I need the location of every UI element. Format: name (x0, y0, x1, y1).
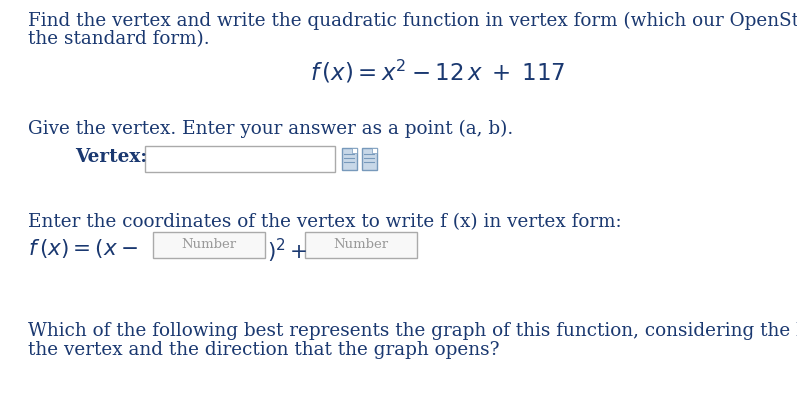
FancyBboxPatch shape (372, 148, 377, 153)
Text: Number: Number (182, 239, 237, 251)
Text: the vertex and the direction that the graph opens?: the vertex and the direction that the gr… (28, 341, 500, 359)
Text: Which of the following best represents the graph of this function, considering t: Which of the following best represents t… (28, 322, 797, 340)
FancyBboxPatch shape (305, 232, 417, 258)
Text: $f\,(x) = x^{2} - 12\,x\;+\;117$: $f\,(x) = x^{2} - 12\,x\;+\;117$ (310, 58, 565, 85)
FancyBboxPatch shape (342, 148, 357, 170)
Text: $)^{2}+$: $)^{2}+$ (267, 237, 308, 265)
FancyBboxPatch shape (362, 148, 377, 170)
FancyBboxPatch shape (352, 148, 357, 153)
Text: Find the vertex and write the quadratic function in vertex form (which our OpenS: Find the vertex and write the quadratic … (28, 12, 797, 30)
Text: Number: Number (333, 239, 389, 251)
Text: $f\,(x) = (x-$: $f\,(x) = (x-$ (28, 237, 138, 260)
Text: Vertex:: Vertex: (75, 148, 147, 166)
Text: the standard form).: the standard form). (28, 30, 210, 48)
FancyBboxPatch shape (145, 146, 335, 172)
Text: Give the vertex. Enter your answer as a point (a, b).: Give the vertex. Enter your answer as a … (28, 120, 513, 138)
FancyBboxPatch shape (153, 232, 265, 258)
Text: Enter the coordinates of the vertex to write f (x) in vertex form:: Enter the coordinates of the vertex to w… (28, 213, 622, 231)
